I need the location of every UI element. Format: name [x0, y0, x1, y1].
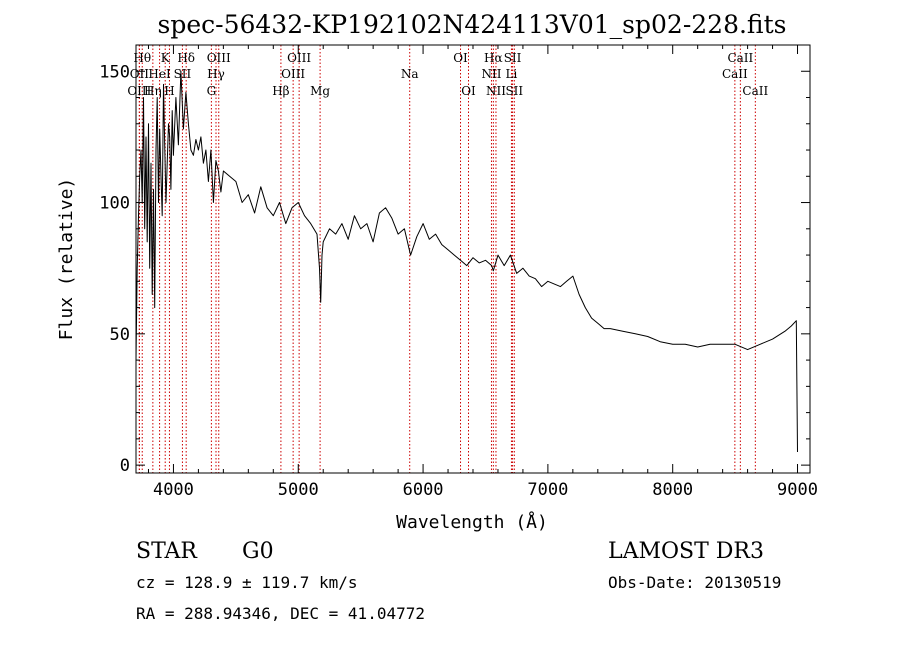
line-label: OIII [287, 51, 311, 65]
object-class: STAR [136, 539, 198, 564]
x-tick-label: 9000 [777, 480, 818, 500]
line-label: HeI [148, 67, 171, 81]
x-tick-label: 7000 [527, 480, 568, 500]
x-tick-label: 8000 [652, 480, 693, 500]
line-label: H [164, 84, 174, 98]
redshift-cz: cz = 128.9 ± 119.7 km/s [136, 573, 358, 592]
line-label: Hγ [207, 67, 225, 81]
y-tick-label: 0 [120, 456, 130, 476]
x-tick-label: 6000 [403, 480, 444, 500]
line-label: SII [504, 51, 522, 65]
line-label: Hδ [177, 51, 195, 65]
plot-series [135, 70, 798, 453]
line-label: Hβ [272, 84, 289, 98]
spectrum-line [135, 70, 798, 453]
line-label: Hα [484, 51, 503, 65]
line-label: Hη [144, 84, 162, 98]
line-label: OIII [281, 67, 305, 81]
line-label: OII [130, 67, 150, 81]
line-label: NII [486, 84, 506, 98]
x-axis-ticks: 4000 5000 6000 7000 8000 9000 [147, 45, 818, 500]
y-axis-label: Flux (relative) [56, 178, 77, 341]
survey-name: LAMOST DR3 [608, 539, 764, 564]
line-label: NII [481, 67, 501, 81]
line-label: SII [505, 84, 523, 98]
line-label: CaII [722, 67, 748, 81]
observation-date: Obs-Date: 20130519 [608, 573, 781, 592]
line-label: Hθ [133, 51, 151, 65]
y-tick-label: 150 [99, 62, 130, 82]
y-tick-label: 50 [110, 325, 130, 345]
object-subclass: G0 [242, 539, 274, 564]
line-markers [138, 45, 756, 473]
x-tick-label: 5000 [278, 480, 319, 500]
line-label: CaII [727, 51, 753, 65]
y-tick-label: 100 [99, 194, 130, 214]
line-label: OI [453, 51, 468, 65]
line-label: OIII [127, 84, 151, 98]
line-label: SII [174, 67, 192, 81]
line-label: OIII [207, 51, 231, 65]
line-label: K [161, 51, 171, 65]
line-label: Li [506, 67, 518, 81]
line-label: Na [401, 67, 419, 81]
line-label: G [207, 84, 217, 98]
line-label: OI [461, 84, 476, 98]
line-label: CaII [742, 84, 768, 98]
x-tick-label: 4000 [153, 480, 194, 500]
x-axis-label: Wavelength (Å) [396, 511, 548, 533]
y-axis-ticks: 0 50 100 150 [99, 62, 810, 476]
line-label: Mg [310, 84, 330, 98]
plot-frame [135, 44, 811, 474]
coordinates: RA = 288.94346, DEC = 41.04772 [136, 604, 425, 623]
chart-title: spec-56432-KP192102N424113V01_sp02-228.f… [158, 10, 787, 39]
